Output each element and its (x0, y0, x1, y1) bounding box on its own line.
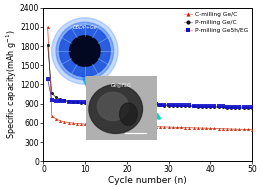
Ellipse shape (120, 103, 137, 125)
Circle shape (64, 31, 105, 71)
Circle shape (60, 26, 110, 77)
Circle shape (56, 22, 114, 80)
Y-axis label: Specific capacity(mAh g$^{-1}$): Specific capacity(mAh g$^{-1}$) (4, 30, 19, 139)
Circle shape (97, 92, 128, 121)
Circle shape (69, 36, 100, 66)
Circle shape (60, 27, 109, 75)
Text: Ge@FLG: Ge@FLG (111, 82, 132, 87)
Legend: C-milling Ge/C, P-milling Ge/C, P-milling Ge5h/EG: C-milling Ge/C, P-milling Ge/C, P-millin… (182, 11, 249, 34)
X-axis label: Cycle number (n): Cycle number (n) (108, 176, 187, 185)
Circle shape (52, 18, 118, 84)
Circle shape (89, 85, 143, 133)
Text: DBDP+Ge: DBDP+Ge (73, 25, 97, 30)
